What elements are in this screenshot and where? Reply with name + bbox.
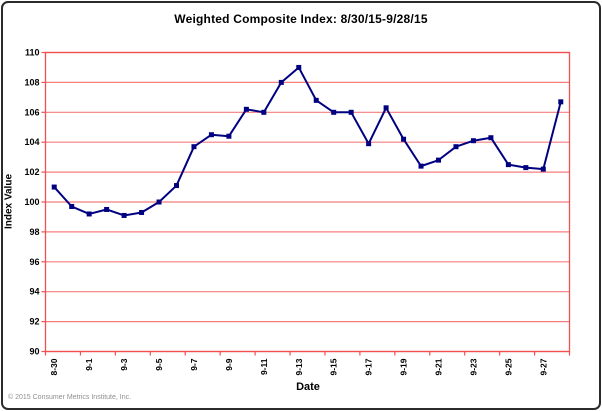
x-tick-label: 9-1	[84, 358, 94, 371]
data-point	[418, 163, 424, 169]
x-tick-label: 9-25	[503, 358, 513, 375]
data-point	[383, 105, 389, 111]
data-point	[243, 106, 249, 112]
data-point	[51, 184, 57, 190]
data-point	[69, 203, 75, 209]
data-point	[470, 138, 476, 144]
x-tick-label: 9-23	[468, 358, 478, 375]
y-tick-label: 108	[24, 77, 39, 87]
data-point	[261, 109, 267, 115]
data-point	[540, 166, 546, 172]
x-tick-label: 9-9	[224, 358, 234, 371]
data-point	[174, 183, 179, 189]
data-point	[278, 79, 284, 85]
x-axis-title: Date	[296, 381, 320, 393]
x-tick-label: 9-5	[154, 358, 164, 371]
x-tick-label: 9-19	[399, 358, 409, 375]
data-point	[488, 135, 494, 141]
x-tick-label: 9-27	[538, 358, 548, 375]
data-point	[208, 132, 214, 138]
y-tick-label: 96	[29, 257, 39, 267]
x-tick-label: 9-3	[119, 358, 129, 371]
data-point	[505, 162, 511, 168]
data-point	[313, 97, 319, 103]
y-tick-label: 104	[24, 137, 39, 147]
y-tick-label: 110	[25, 48, 40, 58]
data-point	[121, 212, 127, 218]
x-tick-label: 9-17	[364, 358, 374, 375]
series-line	[53, 66, 562, 217]
data-point	[86, 211, 92, 217]
plot-area-border	[44, 51, 571, 353]
data-point	[331, 109, 337, 115]
data-point	[401, 136, 407, 142]
y-tick-label: 102	[24, 167, 39, 177]
x-tick-label: 9-11	[259, 358, 269, 375]
copyright-text: © 2015 Consumer Metrics Institute, Inc.	[8, 394, 132, 401]
data-point	[156, 199, 162, 205]
x-tick-label: 9-7	[189, 358, 199, 371]
x-tick-label: 9-15	[329, 358, 339, 375]
chart-title: Weighted Composite Index: 8/30/15-9/28/1…	[174, 12, 428, 26]
data-point	[348, 109, 354, 115]
y-tick-label: 90	[29, 347, 39, 357]
data-point	[558, 99, 564, 105]
data-point	[453, 144, 459, 150]
data-point	[366, 141, 372, 147]
y-tick-label: 98	[29, 227, 39, 237]
data-point	[296, 64, 302, 70]
y-tick-label: 92	[29, 317, 39, 327]
x-tick-label: 9-13	[294, 358, 304, 375]
y-tick-label: 106	[24, 107, 39, 117]
data-point	[139, 209, 145, 215]
y-tick-label: 100	[24, 197, 39, 207]
x-tick-label: 9-21	[434, 358, 444, 375]
data-point	[191, 144, 197, 150]
data-point	[523, 165, 529, 171]
x-tick-label: 8-30	[49, 358, 59, 375]
data-point	[436, 157, 441, 163]
data-point	[104, 206, 110, 212]
data-point	[226, 133, 232, 139]
y-tick-label: 94	[29, 287, 39, 297]
